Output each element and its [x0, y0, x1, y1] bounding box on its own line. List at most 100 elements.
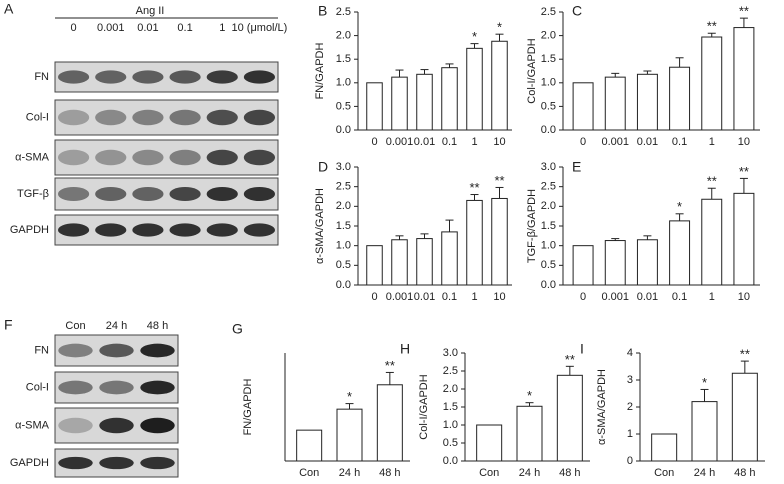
significance: **	[707, 174, 717, 189]
blot-band	[169, 109, 201, 126]
y-axis-label: FN/GAPDH	[314, 43, 326, 100]
significance: *	[677, 199, 682, 214]
significance: **	[739, 4, 749, 19]
bar	[733, 27, 755, 131]
x-tick-label: Con	[479, 467, 499, 479]
blot-frame	[54, 177, 279, 211]
blot-band	[206, 186, 238, 202]
x-tick-label: 1	[471, 291, 477, 303]
x-tick-label: 10	[738, 136, 750, 148]
blot-band	[206, 70, 238, 84]
bar	[366, 82, 383, 131]
blot-frame	[54, 99, 279, 136]
y-tick-label: 1.0	[443, 419, 458, 431]
bar	[651, 433, 678, 462]
panel-letter: B	[318, 3, 327, 19]
blot-band	[206, 223, 238, 237]
blot-band	[169, 186, 201, 202]
blot-band	[243, 70, 276, 84]
lane-label: 48 h	[147, 320, 168, 332]
blot-band	[132, 223, 164, 237]
lane-label: 0.1	[177, 22, 192, 34]
bar	[336, 408, 363, 462]
y-tick-label: 0.5	[336, 100, 351, 112]
blot-band	[140, 456, 175, 470]
x-tick-label: 0.1	[672, 291, 687, 303]
bar	[491, 40, 508, 131]
y-tick-label: 1.5	[336, 53, 351, 65]
row-label: GAPDH	[10, 224, 49, 236]
blot-band	[95, 109, 127, 126]
x-tick-label: 0.01	[414, 291, 435, 303]
y-axis-label: Col-I/GAPDH	[418, 374, 430, 439]
y-tick-label: 1.0	[336, 240, 351, 252]
bar	[376, 384, 403, 462]
y-tick-label: 0.5	[541, 259, 556, 271]
bar	[572, 245, 594, 286]
x-tick-label: 0	[371, 136, 377, 148]
x-tick-label: 0.001	[601, 291, 629, 303]
blot-band	[169, 70, 201, 84]
blot-band	[99, 380, 134, 395]
bar	[556, 374, 583, 462]
row-label: TGF-β	[17, 188, 49, 200]
blot-band	[58, 417, 93, 434]
x-tick-label: 0.1	[442, 291, 457, 303]
lane-label: 1	[219, 22, 225, 34]
panel-letter: I	[580, 341, 584, 357]
y-tick-label: 0	[627, 455, 633, 467]
x-tick-label: 0.1	[442, 136, 457, 148]
x-tick-label: 0.01	[414, 136, 435, 148]
y-tick-label: 2.0	[336, 30, 351, 42]
blot-band	[169, 149, 201, 166]
y-tick-label: 4	[627, 347, 633, 359]
x-tick-label: 0	[580, 291, 586, 303]
x-tick-label: 48 h	[379, 467, 400, 479]
blot-band	[243, 109, 276, 126]
y-tick-label: 1.0	[541, 240, 556, 252]
bar	[466, 199, 483, 286]
row-label: α-SMA	[15, 419, 50, 431]
blot-band	[140, 417, 175, 434]
x-tick-label: 10	[493, 291, 505, 303]
significance: **	[565, 352, 575, 367]
blot-band	[132, 70, 164, 84]
x-tick-label: 24 h	[694, 467, 715, 479]
blot-band	[57, 109, 90, 126]
blot-band	[243, 223, 276, 237]
lane-label: 24 h	[106, 320, 127, 332]
blot-band	[58, 456, 93, 470]
blot-band	[95, 70, 127, 84]
y-tick-label: 0.0	[541, 124, 556, 136]
blot-band	[95, 186, 127, 202]
blot-band	[132, 109, 164, 126]
significance: **	[740, 347, 750, 362]
lane-label: Con	[65, 320, 85, 332]
lane-label: 0.001	[97, 22, 125, 34]
bar	[701, 198, 723, 286]
x-tick-label: 0.001	[386, 291, 414, 303]
x-tick-label: 10	[738, 291, 750, 303]
y-tick-label: 2.5	[443, 365, 458, 377]
bar	[701, 36, 723, 131]
significance: **	[707, 19, 717, 34]
y-tick-label: 2.0	[541, 30, 556, 42]
blot-band	[58, 343, 93, 358]
y-tick-label: 1.0	[336, 77, 351, 89]
y-tick-label: 2.0	[541, 200, 556, 212]
blot-band	[140, 343, 175, 358]
row-label: α-SMA	[15, 151, 50, 163]
x-tick-label: 24 h	[519, 467, 540, 479]
significance: **	[469, 180, 479, 195]
bar	[466, 47, 483, 131]
lane-label: 0.01	[137, 22, 158, 34]
lane-label: 0	[71, 22, 77, 34]
bar	[669, 220, 691, 286]
y-tick-label: 3.0	[336, 161, 351, 173]
bar	[636, 73, 658, 131]
bar	[691, 401, 718, 462]
x-tick-label: 1	[709, 291, 715, 303]
x-tick-label: 0	[580, 136, 586, 148]
bar	[416, 73, 433, 131]
bar	[491, 197, 508, 286]
